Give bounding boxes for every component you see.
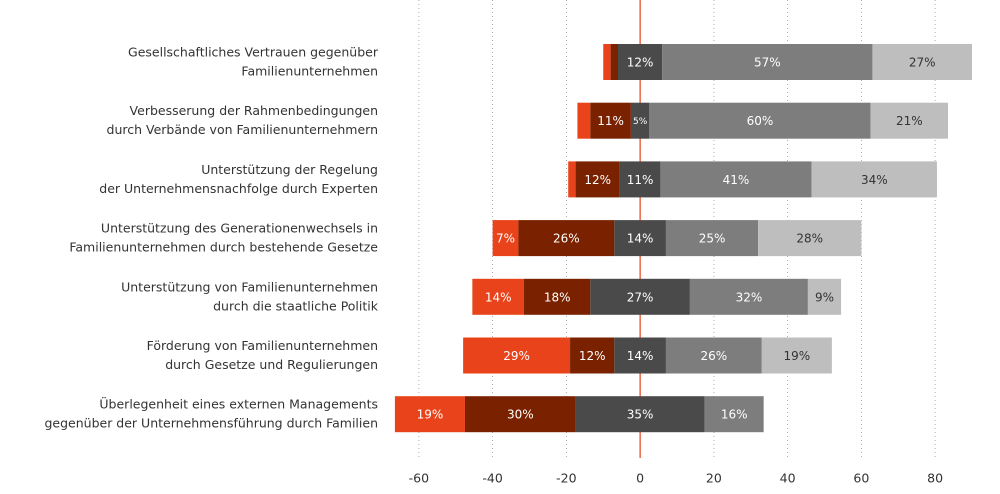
category-label: Gesellschaftliches Vertrauen gegenüber	[128, 45, 379, 60]
x-tick-label: 60	[853, 471, 869, 486]
bar-segment	[394, 396, 465, 433]
value-label: 18%	[544, 290, 571, 304]
x-tick-label: -40	[482, 471, 502, 486]
category-label: Unterstützung des Generationenwechsels i…	[101, 221, 378, 236]
category-label: Unterstützung der Regelung	[201, 162, 378, 177]
bar-segment	[665, 220, 759, 257]
value-label: 14%	[485, 290, 512, 304]
value-label: 27%	[627, 290, 654, 304]
x-tick-label: -20	[556, 471, 576, 486]
value-label: 21%	[896, 114, 923, 128]
value-label: 12%	[584, 173, 611, 187]
bar-segment	[660, 161, 812, 198]
category-label: durch Gesetze und Regulierungen	[165, 357, 378, 372]
bar-segment	[649, 102, 871, 139]
value-label: 28%	[796, 232, 823, 246]
x-tick-label: 80	[927, 471, 943, 486]
bar-segment	[662, 44, 873, 80]
bar-segment	[603, 44, 611, 80]
value-label: 12%	[627, 56, 654, 70]
bar-segment	[619, 161, 661, 198]
value-label: 30%	[507, 408, 534, 422]
category-label: Familienunternehmen durch bestehende Ges…	[69, 240, 378, 255]
value-label: 5%	[633, 117, 648, 127]
value-label: 25%	[699, 232, 726, 246]
bar-segment	[464, 396, 576, 433]
category-label: gegenüber der Unternehmensführung durch …	[44, 416, 378, 431]
value-label: 34%	[861, 173, 888, 187]
value-label: 19%	[417, 408, 444, 422]
value-label: 26%	[701, 349, 728, 363]
value-label: 60%	[747, 114, 774, 128]
bar-segment	[570, 337, 615, 374]
category-label: Unterstützung von Familienunternehmen	[121, 279, 378, 294]
bar-segment	[463, 337, 571, 374]
bar-segment	[575, 161, 620, 198]
value-label: 29%	[503, 349, 530, 363]
bar-segment	[472, 278, 524, 315]
category-label: Förderung von Familienunternehmen	[147, 338, 378, 353]
bar-segment	[665, 337, 762, 374]
bar-segment	[523, 278, 591, 315]
bar-segment	[618, 44, 663, 80]
value-label: 9%	[815, 290, 834, 304]
value-label: 14%	[627, 349, 654, 363]
value-label: 11%	[597, 114, 624, 128]
value-label: 57%	[754, 56, 781, 70]
value-label: 19%	[784, 349, 811, 363]
bar-segment	[689, 278, 808, 315]
bar-segment	[870, 102, 949, 139]
bar-segment	[872, 44, 972, 80]
value-label: 12%	[579, 349, 606, 363]
bar-segment	[492, 220, 519, 257]
x-tick-label: 0	[636, 471, 644, 486]
bar-segment	[575, 396, 705, 433]
value-label: 32%	[736, 290, 763, 304]
value-label: 27%	[909, 56, 936, 70]
category-label: Familienunternehmen	[241, 64, 378, 79]
bar-segment	[590, 278, 690, 315]
x-tick-label: 20	[706, 471, 722, 486]
bar-segment	[761, 337, 832, 374]
category-label: durch die staatliche Politik	[213, 298, 379, 313]
bar-segment	[610, 44, 618, 80]
bar-segment	[704, 396, 764, 433]
category-label: der Unternehmensnachfolge durch Experten	[99, 181, 378, 196]
value-label: 16%	[721, 408, 748, 422]
bar-segment	[630, 102, 650, 139]
bar-segment	[577, 102, 591, 139]
category-label: Verbesserung der Rahmenbedingungen	[130, 103, 378, 118]
category-label: durch Verbände von Familienunternehmern	[107, 122, 378, 137]
value-label: 11%	[627, 173, 654, 187]
category-label: Überlegenheit eines externen Managements	[99, 396, 378, 412]
value-label: 14%	[627, 232, 654, 246]
bar-segment	[518, 220, 615, 257]
value-label: 26%	[553, 232, 580, 246]
bar-segment	[811, 161, 937, 198]
bar-segment	[568, 161, 576, 198]
bar-segment	[590, 102, 631, 139]
bar-segment	[807, 278, 842, 315]
bar-segment	[614, 337, 666, 374]
value-label: 7%	[496, 232, 515, 246]
value-label: 41%	[723, 173, 750, 187]
bar-segment	[614, 220, 666, 257]
x-tick-label: 40	[780, 471, 796, 486]
x-tick-label: -60	[409, 471, 429, 486]
bar-segment	[758, 220, 862, 257]
value-label: 35%	[627, 408, 654, 422]
